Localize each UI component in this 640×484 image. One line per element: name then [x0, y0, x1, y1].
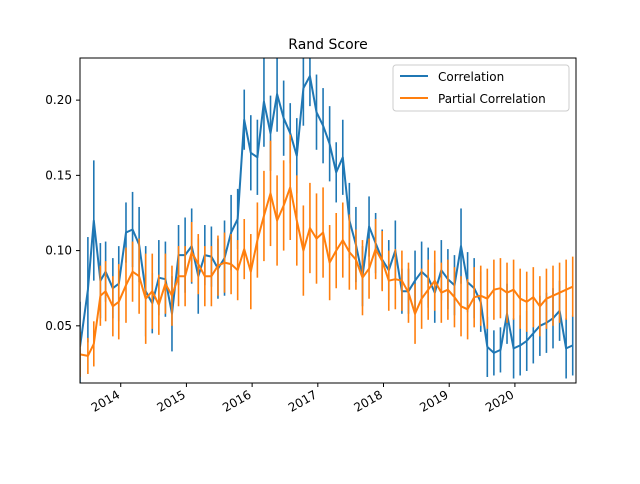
series-group [80, 58, 574, 383]
y-tick-label: 0.05 [45, 319, 72, 333]
series-line-correlation [80, 75, 574, 354]
legend-box [392, 64, 570, 112]
y-tick-label: 0.10 [45, 244, 72, 258]
plot-frame [79, 57, 577, 384]
plot-area [80, 58, 574, 383]
legend: Correlation Partial Correlation [392, 64, 570, 112]
chart-title: Rand Score [288, 37, 367, 53]
series-line-partial-correlation [80, 186, 574, 357]
legend-label-correlation: Correlation [438, 70, 504, 84]
y-tick-label: 0.20 [45, 93, 72, 107]
y-tick-label: 0.15 [45, 168, 72, 182]
legend-label-partial-correlation: Partial Correlation [438, 92, 546, 106]
